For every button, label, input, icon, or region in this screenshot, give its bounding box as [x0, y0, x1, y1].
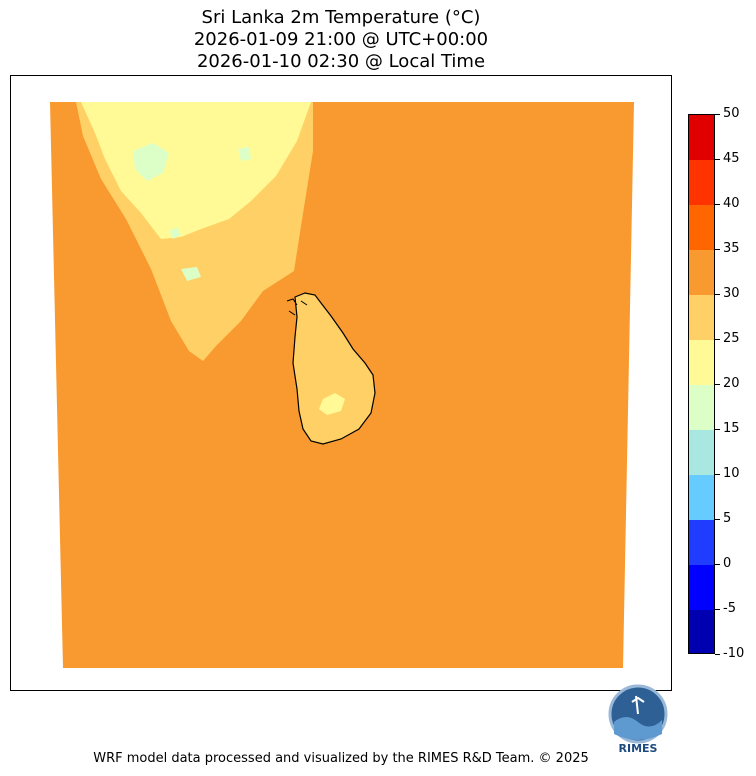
colorbar-tick — [715, 654, 720, 655]
colorbar-tick — [715, 564, 720, 565]
colorbar-tick — [715, 204, 720, 205]
colorbar-segment — [689, 340, 714, 385]
colorbar-segment — [689, 430, 714, 475]
colorbar-segment — [689, 205, 714, 250]
temperature-map — [50, 102, 634, 668]
colorbar — [688, 114, 715, 654]
colorbar-tick — [715, 249, 720, 250]
cold-pocket-3 — [181, 267, 201, 281]
colorbar-segment — [689, 295, 714, 340]
colorbar-tick-label: 25 — [723, 331, 740, 346]
colorbar-tick — [715, 384, 720, 385]
colorbar-segment — [689, 610, 714, 653]
colorbar-tick — [715, 114, 720, 115]
colorbar-tick — [715, 159, 720, 160]
sri-lanka-coastline — [292, 292, 376, 445]
colorbar-segment — [689, 385, 714, 430]
jaffna-islands — [286, 298, 308, 316]
colorbar-tick-label: 10 — [723, 466, 740, 481]
colorbar-tick — [715, 339, 720, 340]
colorbar-segment — [689, 160, 714, 205]
colorbar-tick-label: 40 — [723, 196, 740, 211]
colorbar-tick — [715, 609, 720, 610]
cold-pocket-2 — [238, 147, 251, 161]
colorbar-tick-label: -10 — [723, 646, 745, 661]
map-title: Sri Lanka 2m Temperature (°C) — [201, 7, 481, 28]
footer-credit: WRF model data processed and visualized … — [93, 751, 589, 766]
colorbar-tick-label: 15 — [723, 421, 740, 436]
logo-text: RIMES — [619, 742, 658, 754]
colorbar-tick — [715, 474, 720, 475]
local-time-label: 2026-01-10 02:30 @ Local Time — [196, 51, 486, 72]
colorbar-tick-label: 20 — [723, 376, 740, 391]
colorbar-tick — [715, 519, 720, 520]
colorbar-tick-label: 5 — [723, 511, 732, 526]
cold-pocket-4 — [169, 227, 181, 239]
colorbar-tick-label: -5 — [723, 601, 736, 616]
rimes-logo: RIMES — [606, 684, 670, 755]
colorbar-tick — [715, 294, 720, 295]
map-frame: RIMES — [10, 75, 672, 755]
colorbar-tick-label: 30 — [723, 286, 740, 301]
colorbar-segment — [689, 565, 714, 610]
colorbar-segment — [689, 115, 714, 160]
sri-lanka-highland-bin-15-20 — [319, 393, 345, 415]
colorbar-segment — [689, 250, 714, 295]
colorbar-tick — [715, 429, 720, 430]
colorbar-tick-label: 35 — [723, 241, 740, 256]
colorbar-segment — [689, 520, 714, 565]
colorbar-segment — [689, 475, 714, 520]
colorbar-tick-label: 45 — [723, 151, 740, 166]
utc-time-label: 2026-01-09 21:00 @ UTC+00:00 — [193, 29, 489, 50]
cold-pocket-1 — [133, 143, 169, 181]
colorbar-tick-label: 50 — [723, 106, 740, 121]
india-plateau-bin-15-20 — [81, 102, 311, 239]
sri-lanka-landmass — [293, 293, 375, 444]
colorbar-tick-label: 0 — [723, 556, 732, 571]
